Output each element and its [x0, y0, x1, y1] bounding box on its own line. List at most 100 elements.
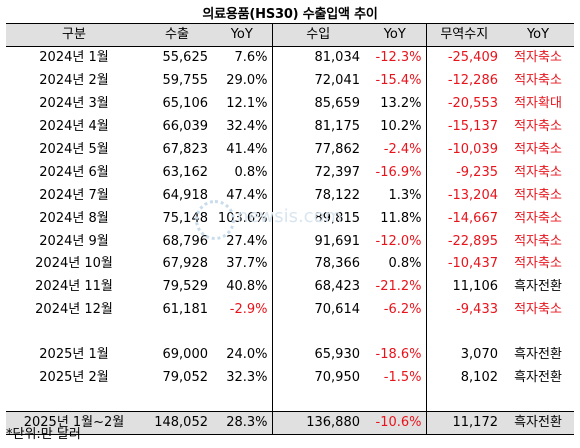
table-row: 2024년 3월 65,106 12.1% 85,659 13.2% -20,553 적자확… — [6, 92, 574, 116]
cell-export: 64,918 — [162, 187, 209, 203]
cell-import-yoy: -15.4% — [364, 69, 427, 93]
cell-export-yoy: 28.3% — [212, 411, 273, 436]
cell-import-yoy: -12.0% — [364, 230, 427, 254]
header-period: 구분 — [6, 23, 142, 47]
table-row: 2024년 8월 75,148 103.6% 89,815 11.8% -14,667 적자… — [6, 207, 574, 231]
cell-balance: -14,667 — [447, 210, 498, 226]
table-row: 2024년 2월 59,755 29.0% 72,041 -15.4% -12,286 적자… — [6, 69, 574, 93]
cell-export-yoy: 7.6% — [212, 46, 273, 70]
cell-export: 68,796 — [162, 233, 209, 249]
trade-table: 구분 수출 YoY 수입 YoY 무역수지 YoY 2024년 1월 55,625… — [6, 23, 574, 436]
cell-status: 적자축소 — [514, 302, 562, 318]
cell-import-yoy: -12.3% — [364, 46, 427, 70]
cell-balance: -20,553 — [447, 96, 498, 112]
cell-export: 55,625 — [162, 50, 209, 66]
cell-status: 적자축소 — [514, 187, 562, 203]
cell-status: 흑자전환 — [514, 279, 562, 295]
cell-export: 61,181 — [162, 302, 209, 318]
cell-balance: -12,286 — [447, 73, 498, 89]
cell-period: 2024년 10월 — [35, 256, 113, 272]
cell-import: 89,815 — [314, 210, 361, 226]
cell-period: 2025년 1월 — [39, 347, 109, 363]
cell-import: 91,691 — [314, 233, 361, 249]
cell-status: 흑자전환 — [502, 411, 574, 436]
cell-period: 2024년 8월 — [39, 210, 109, 226]
cell-export: 65,106 — [162, 96, 209, 112]
cell-export-yoy: 29.0% — [212, 69, 273, 93]
table-row: 2024년 4월 66,039 32.4% 81,175 10.2% -15,137 적자축… — [6, 115, 574, 139]
cell-export-yoy: 32.3% — [212, 366, 273, 390]
cell-status: 적자축소 — [514, 50, 562, 66]
table-title: 의료용품(HS30) 수출입액 추이 — [202, 7, 378, 22]
header-balance: 무역수지 — [426, 23, 502, 47]
cell-import: 70,614 — [314, 302, 361, 318]
cell-status: 적자축소 — [514, 256, 562, 272]
cell-period: 2024년 1월 — [39, 50, 109, 66]
cell-period: 2024년 4월 — [39, 119, 109, 135]
cell-balance: 3,070 — [460, 347, 498, 363]
cell-export: 69,000 — [162, 347, 209, 363]
cell-status: 적자축소 — [514, 73, 562, 89]
cell-export: 148,052 — [142, 411, 212, 436]
table-row: 2024년 9월 68,796 27.4% 91,691 -12.0% -22,895 적자… — [6, 230, 574, 254]
cell-balance: 11,172 — [426, 411, 502, 436]
cell-import: 70,950 — [314, 370, 361, 386]
cell-status: 적자축소 — [514, 142, 562, 157]
cell-period: 2024년 7월 — [39, 187, 109, 203]
cell-import-yoy: 11.8% — [364, 207, 427, 231]
cell-import-yoy: 10.2% — [364, 115, 427, 139]
cell-status: 흑자전환 — [514, 370, 562, 386]
cell-export-yoy: 0.8% — [212, 161, 273, 185]
cell-export: 63,162 — [162, 164, 209, 180]
header-import: 수입 — [272, 23, 364, 47]
cell-export-yoy: 24.0% — [212, 343, 273, 367]
cell-status: 적자축소 — [514, 164, 562, 180]
cell-import-yoy: -21.2% — [364, 275, 427, 299]
spacer-row — [6, 321, 574, 344]
cell-export: 79,529 — [162, 279, 209, 295]
header-balance-yoy: YoY — [502, 23, 574, 47]
cell-import: 77,862 — [314, 142, 361, 157]
table-row: 2025년 1월 69,000 24.0% 65,930 -18.6% 3,070 흑자전환 — [6, 343, 574, 367]
cell-export: 66,039 — [162, 119, 209, 135]
cell-export-yoy: -2.9% — [212, 298, 273, 322]
cell-export-yoy: 103.6% — [212, 207, 273, 231]
cell-balance: -10,039 — [447, 142, 498, 157]
cell-import: 85,659 — [314, 96, 361, 112]
cell-status: 적자축소 — [514, 210, 562, 226]
header-row: 구분 수출 YoY 수입 YoY 무역수지 YoY — [6, 23, 574, 47]
cell-import: 65,930 — [314, 347, 361, 363]
table-row: 2025년 2월 79,052 32.3% 70,950 -1.5% 8,102 흑자전환 — [6, 366, 574, 390]
table-row: 2025년 1월~2월 148,052 28.3% 136,880 -10.6% 11,1… — [6, 411, 574, 436]
cell-import-yoy: 13.2% — [364, 92, 427, 116]
cell-import: 81,034 — [314, 50, 361, 66]
cell-balance: -22,895 — [447, 233, 498, 249]
cell-export-yoy: 47.4% — [212, 184, 273, 208]
cell-balance: -10,437 — [447, 256, 498, 272]
cell-import-yoy: -10.6% — [364, 411, 427, 436]
header-export-yoy: YoY — [212, 23, 273, 47]
cell-period: 2024년 12월 — [35, 302, 113, 318]
cell-balance: 11,106 — [452, 279, 499, 295]
cell-status: 흑자전환 — [514, 347, 562, 363]
cell-export-yoy: 27.4% — [212, 230, 273, 254]
cell-status: 적자축소 — [514, 119, 562, 135]
cell-export-yoy: 41.4% — [212, 138, 273, 162]
cell-period: 2024년 11월 — [35, 279, 113, 295]
cell-period: 2024년 3월 — [39, 96, 109, 112]
cell-export-yoy: 32.4% — [212, 115, 273, 139]
table-row: 2024년 12월 61,181 -2.9% 70,614 -6.2% -9,433 적자축… — [6, 298, 574, 322]
table-row: 2024년 10월 67,928 37.7% 78,366 0.8% -10,437 적자축… — [6, 253, 574, 276]
cell-export: 59,755 — [162, 73, 209, 89]
cell-import: 136,880 — [272, 411, 364, 436]
table-row: 2024년 5월 67,823 41.4% 77,862 -2.4% -10,039 적자축… — [6, 138, 574, 162]
cell-import-yoy: 0.8% — [364, 253, 427, 276]
cell-import: 78,366 — [314, 256, 361, 272]
cell-status: 적자축소 — [514, 233, 562, 249]
table-row: 2024년 6월 63,162 0.8% 72,397 -16.9% -9,235 적자축소 — [6, 161, 574, 185]
cell-balance: -9,235 — [456, 164, 498, 180]
cell-balance: 8,102 — [460, 370, 498, 386]
cell-export: 75,148 — [162, 210, 209, 226]
cell-export: 67,928 — [162, 256, 209, 272]
footnote: *단위:만 달러 — [6, 427, 81, 442]
